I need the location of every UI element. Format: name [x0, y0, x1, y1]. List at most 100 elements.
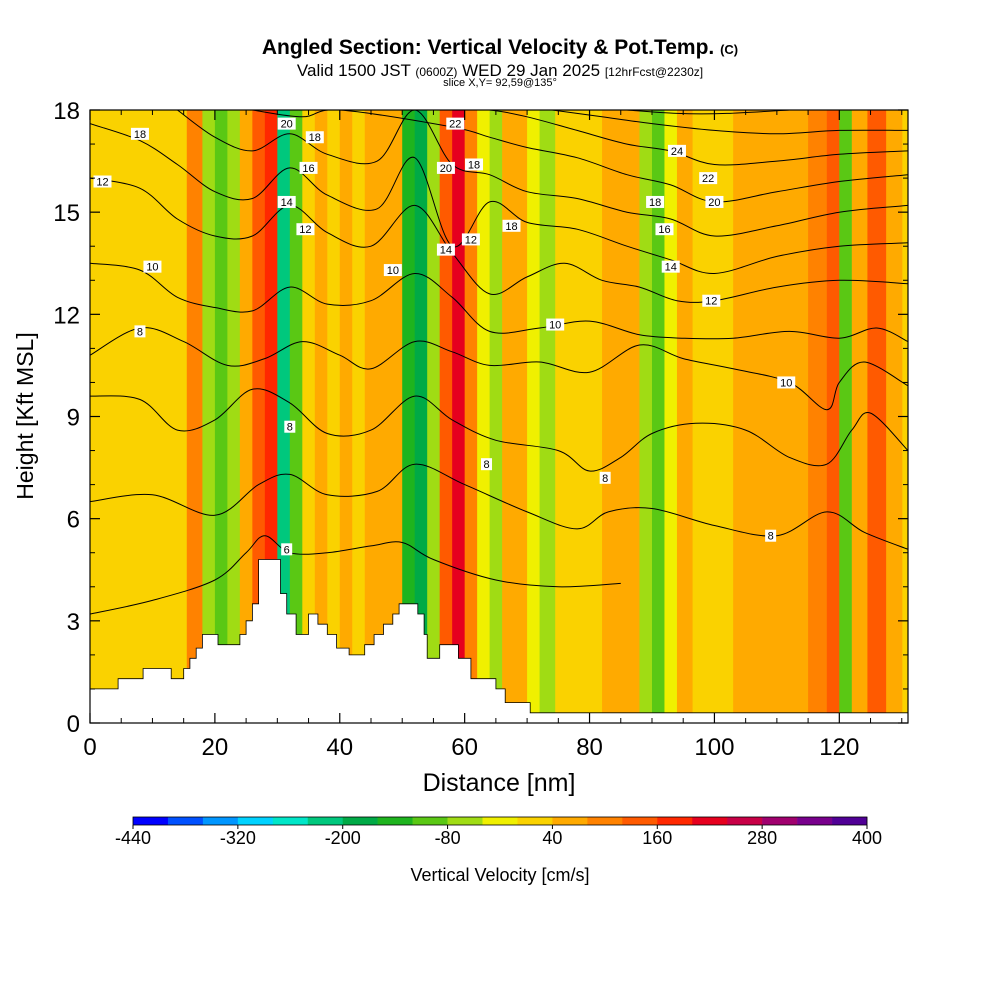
- colorbar-swatch: [202, 817, 239, 825]
- colorbar-swatch: [727, 817, 763, 825]
- contour-label: 20: [708, 197, 720, 209]
- contour-label: 12: [96, 177, 108, 189]
- contour-label: 10: [549, 320, 561, 332]
- colorbar-tick-label: -320: [220, 828, 256, 848]
- velocity-column: [711, 110, 734, 723]
- colorbar-swatch: [342, 817, 378, 825]
- velocity-column: [96, 110, 116, 723]
- y-tick-label: 6: [67, 507, 80, 534]
- velocity-column: [623, 110, 641, 723]
- contour-label: 8: [137, 326, 143, 338]
- colorbar-tick-label: 400: [852, 828, 882, 848]
- velocity-column: [227, 110, 241, 723]
- velocity-column: [314, 110, 328, 723]
- contour-label: 14: [665, 262, 677, 274]
- contour-label-box: [655, 223, 674, 236]
- y-tick-label: 9: [67, 405, 80, 432]
- y-tick-label: 0: [67, 711, 80, 738]
- chart-title-text: Angled Section: Vertical Velocity & Pot.…: [261, 36, 715, 59]
- colorbar-tick-label: 40: [542, 828, 562, 848]
- velocity-column: [676, 110, 694, 723]
- contour-label: 18: [468, 159, 480, 171]
- contour-label: 10: [780, 377, 792, 389]
- velocity-column: [352, 110, 366, 723]
- contour-label: 10: [387, 265, 399, 277]
- contour-label-box: [305, 131, 324, 144]
- contour-label-box: [481, 458, 493, 471]
- contour-label-box: [277, 117, 296, 130]
- contour-label-box: [383, 264, 402, 277]
- theta-contour-22: [552, 110, 908, 135]
- contour-label: 16: [302, 163, 314, 175]
- contour-label-box: [296, 223, 315, 236]
- velocity-column: [339, 110, 353, 723]
- contour-label: 22: [449, 119, 461, 131]
- colorbar-swatch: [797, 817, 833, 825]
- x-axis-label: Distance [nm]: [423, 769, 576, 797]
- velocity-column: [514, 110, 528, 723]
- velocity-column: [808, 110, 828, 723]
- valid-time-utc: (0600Z): [415, 65, 458, 79]
- contour-label: 14: [281, 197, 293, 209]
- contour-label: 12: [705, 296, 717, 308]
- colorbar-swatch: [272, 817, 309, 825]
- contour-label: 8: [287, 422, 293, 434]
- contour-label-box: [465, 158, 484, 171]
- x-tick-label: 0: [83, 734, 96, 761]
- velocity-column: [464, 110, 478, 723]
- velocity-column: [186, 110, 203, 723]
- velocity-column: [886, 110, 903, 723]
- velocity-column: [639, 110, 653, 723]
- velocity-column: [664, 110, 678, 723]
- velocity-column: [414, 110, 428, 723]
- contour-label: 18: [649, 197, 661, 209]
- velocity-column: [389, 110, 403, 723]
- velocity-column: [164, 110, 188, 723]
- potential-temperature-contours: [90, 110, 908, 615]
- velocity-column: [555, 110, 578, 723]
- contour-label: 18: [309, 132, 321, 144]
- contour-label: 24: [671, 146, 683, 158]
- colorbar-swatch: [447, 817, 483, 825]
- contour-label-box: [446, 117, 465, 130]
- velocity-column: [402, 110, 416, 723]
- colorbar-swatch: [482, 817, 518, 825]
- contour-label-box: [436, 161, 455, 174]
- contour-label-box: [93, 175, 112, 188]
- contour-label: 18: [134, 129, 146, 141]
- velocity-column: [527, 110, 541, 723]
- velocity-column: [427, 110, 441, 723]
- velocity-column: [202, 110, 216, 723]
- x-tick-label: 120: [819, 734, 859, 761]
- contour-label-box: [143, 260, 162, 273]
- contour-label-box: [436, 243, 455, 256]
- colorbar-frame: [132, 816, 868, 826]
- colorbar-swatch: [412, 817, 448, 825]
- x-tick-label: 20: [202, 734, 229, 761]
- contour-label: 12: [465, 234, 477, 246]
- contour-label-box: [546, 318, 565, 331]
- contour-label-box: [765, 529, 777, 542]
- theta-contour-16: [177, 110, 908, 237]
- colorbar: -440 -320 -200 -80 40 160 280 400: [115, 816, 882, 848]
- velocity-column: [377, 110, 391, 723]
- theta-contour-6: [90, 535, 621, 615]
- contour-label: 14: [440, 245, 452, 257]
- velocity-column: [289, 110, 303, 723]
- chart-title-mark: (C): [720, 42, 739, 57]
- velocity-column: [364, 110, 378, 723]
- valid-time-prefix: Valid 1500 JST: [296, 61, 411, 80]
- contour-labels: 18 12 10 8 20 18 16 14 12 22 20 18 14 12 10 18 10 24 22 20 1…: [93, 117, 796, 556]
- x-tick-label: 100: [694, 734, 734, 761]
- colorbar-swatch: [692, 817, 728, 825]
- contour-label-box: [702, 294, 721, 307]
- colorbar-swatch: [377, 817, 413, 825]
- velocity-column: [602, 110, 625, 723]
- velocity-column: [139, 110, 166, 723]
- theta-contour-20: [452, 110, 908, 166]
- contour-label: 8: [602, 473, 608, 485]
- contour-label: 6: [284, 544, 290, 556]
- theta-contour-10: [90, 262, 908, 343]
- contour-label: 8: [483, 459, 489, 471]
- contour-label-box: [661, 260, 680, 273]
